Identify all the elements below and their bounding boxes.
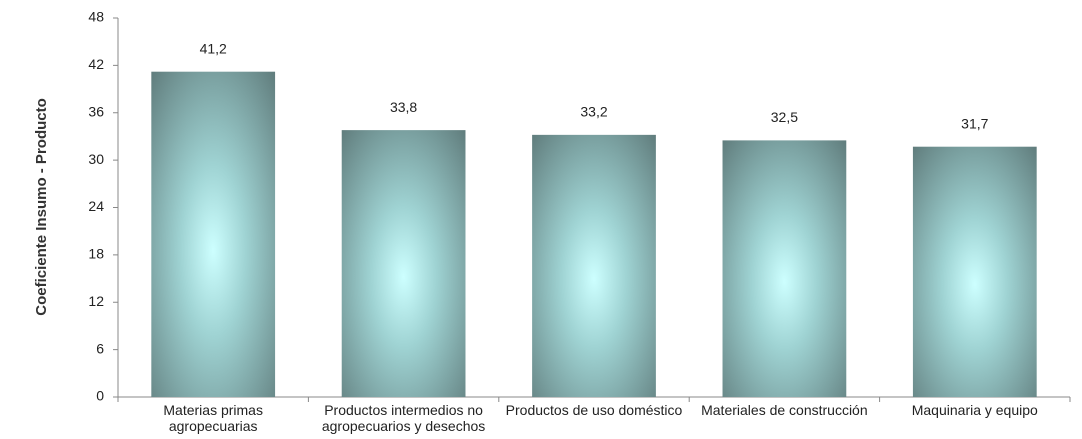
data-label: 33,2 <box>580 104 607 120</box>
y-tick-label: 0 <box>96 388 104 404</box>
data-label: 31,7 <box>961 115 988 131</box>
data-label: 33,8 <box>390 99 417 115</box>
y-tick-label: 42 <box>88 56 104 72</box>
x-tick-label: Productos de uso doméstico <box>505 402 683 418</box>
y-axis-label: Coeficiente Insumo - Producto <box>33 98 50 316</box>
x-tick-label: Maquinaria y equipo <box>911 402 1038 418</box>
y-tick-label: 12 <box>88 293 104 309</box>
y-tick-label: 48 <box>88 9 104 25</box>
data-label: 41,2 <box>200 40 227 56</box>
bar <box>722 140 847 397</box>
y-tick-label: 36 <box>88 103 104 119</box>
bar <box>912 146 1037 397</box>
y-tick-label: 24 <box>88 198 104 214</box>
x-tick-label: Materias primas agropecuarias <box>163 402 263 434</box>
x-tick-label: Materiales de construcción <box>701 402 868 418</box>
bar <box>151 71 276 398</box>
data-label: 32,5 <box>771 109 798 125</box>
bar <box>532 134 656 397</box>
y-tick-label: 30 <box>88 151 104 167</box>
bar <box>341 130 466 397</box>
y-tick-label: 18 <box>88 246 104 262</box>
y-tick-label: 6 <box>96 340 104 356</box>
x-tick-label: Productos intermedios no agropecuarios y… <box>321 402 486 434</box>
